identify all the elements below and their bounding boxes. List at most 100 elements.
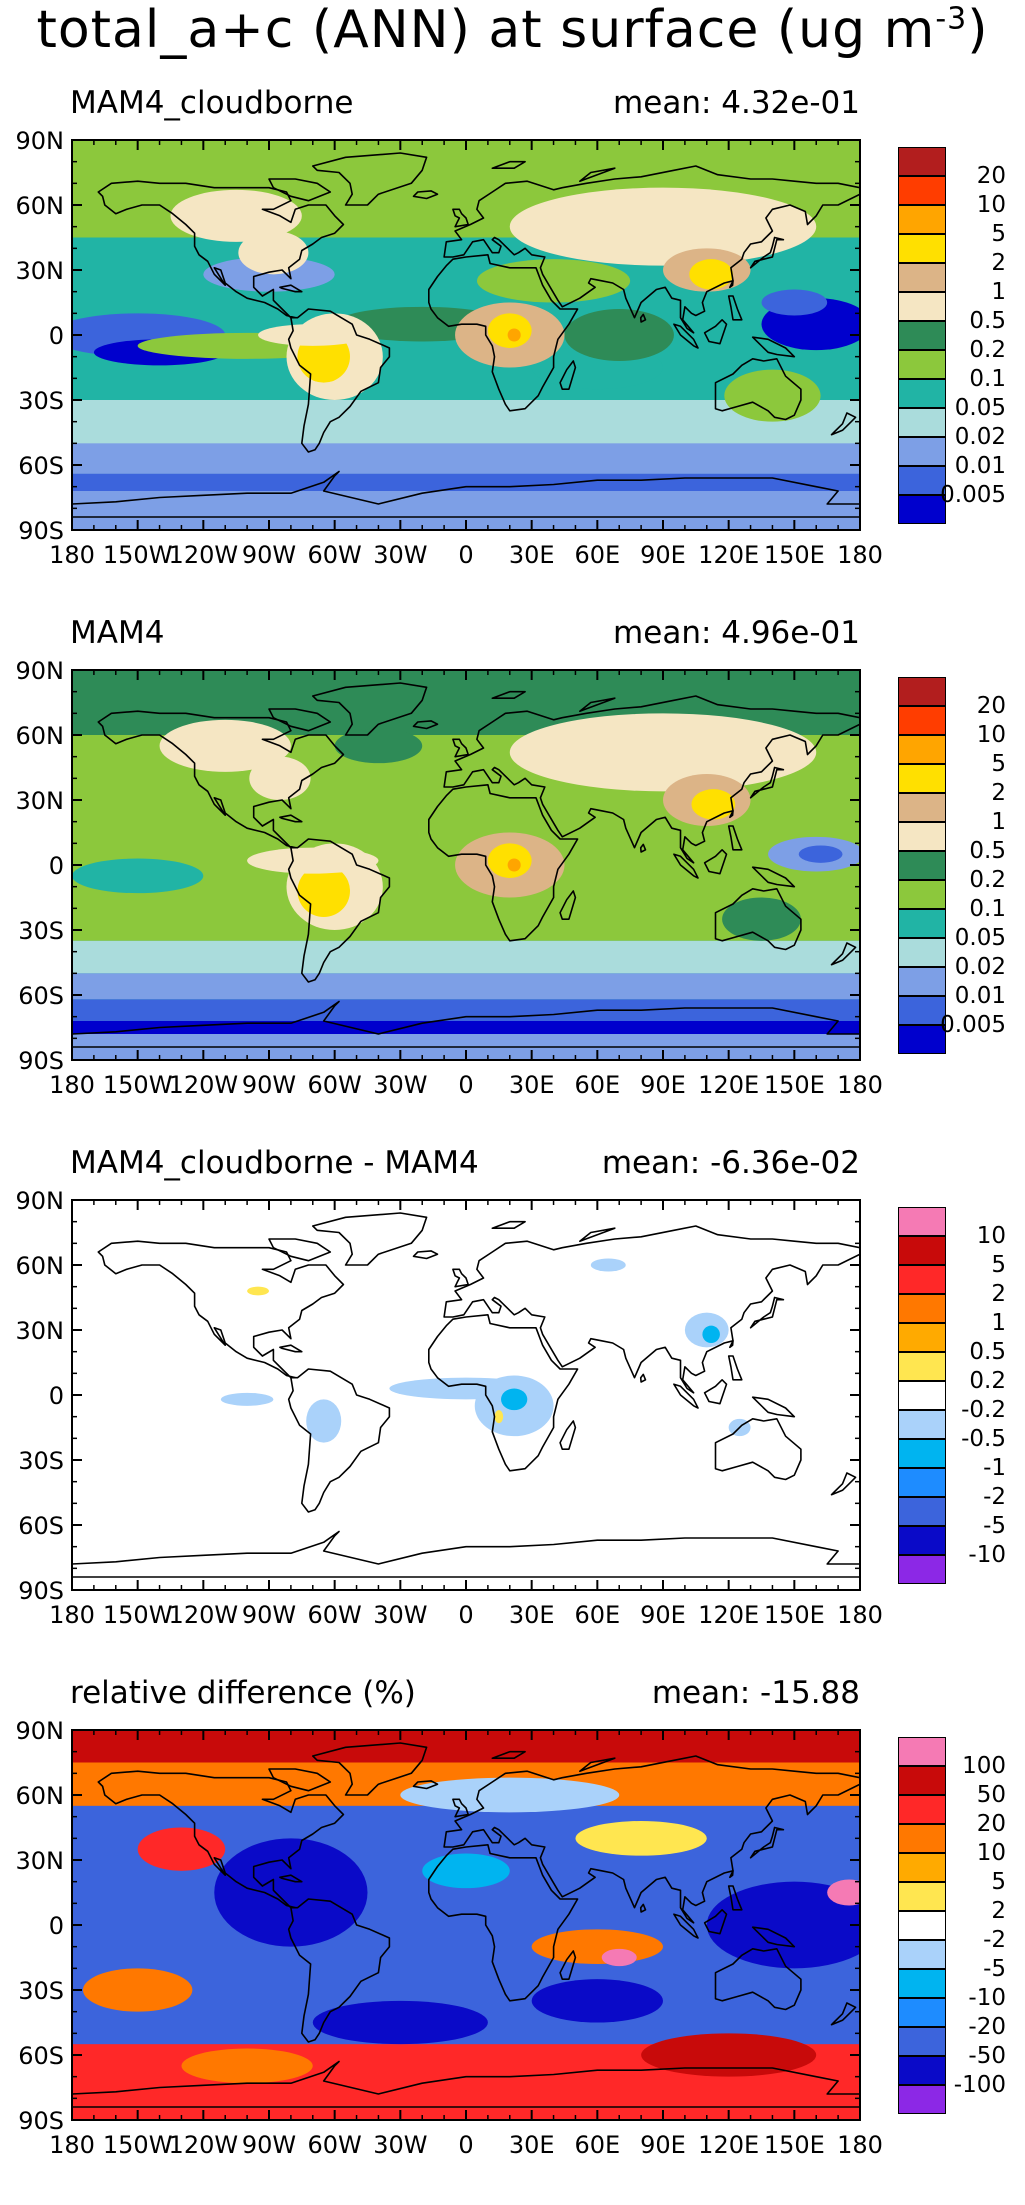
coastline-japan: [749, 236, 785, 269]
legend-color-box: [898, 437, 946, 466]
coastline-south-america: [287, 838, 391, 983]
lon-tick-label: 90E: [640, 541, 686, 569]
coastline-greenland: [311, 682, 428, 736]
coastline-antarctica: [72, 2060, 860, 2108]
lon-tick-label: 90W: [242, 1071, 296, 1099]
legend-color-box: [898, 1853, 946, 1882]
coastline-antarctica: [72, 1000, 860, 1048]
legend-label: 2: [991, 1898, 1006, 1924]
legend-color-box: [898, 1352, 946, 1381]
field-region: [531, 1979, 663, 2023]
legend-color-box: [898, 1555, 946, 1584]
legend-label: 10: [976, 1223, 1006, 1249]
legend-color-box: [898, 495, 946, 524]
lon-tick-label: 30E: [509, 2131, 555, 2159]
lon-tick-label: 60E: [574, 541, 620, 569]
lat-tick-label: 0: [49, 322, 64, 350]
legend-label: 0.005: [940, 482, 1006, 508]
coastline-baffin-island: [268, 1238, 332, 1262]
legend-label: 0.02: [954, 954, 1006, 980]
lon-tick-label: 120E: [698, 1601, 759, 1629]
coastline-sumatra: [673, 1913, 699, 1939]
lon-tick-label: 150W: [103, 1601, 173, 1629]
lat-tick-label: 90S: [18, 1577, 64, 1605]
legend-color-box: [898, 793, 946, 822]
legend-label: 0.05: [954, 395, 1006, 421]
legend-label: 0.5: [969, 838, 1006, 864]
coastline-philippines: [727, 295, 743, 321]
coastline-madagascar: [559, 1950, 577, 1981]
legend-label: 0.01: [954, 983, 1006, 1009]
lat-tick-label: 90S: [18, 517, 64, 545]
legend-label: 1: [991, 279, 1006, 305]
lat-tick-label: 0: [49, 1912, 64, 1940]
lat-tick-label: 30N: [16, 257, 65, 285]
legend-color-box: [898, 1381, 946, 1410]
coastline-australia: [714, 1417, 802, 1481]
coastline-iceland: [412, 190, 439, 200]
lat-tick-label: 60S: [18, 1512, 64, 1540]
lon-tick-label: 150W: [103, 541, 173, 569]
field-region: [466, 800, 729, 844]
coastline-layer: [72, 1742, 860, 2108]
field-region: [476, 259, 631, 303]
field-region: [761, 289, 828, 316]
title-exponent: -3: [935, 1, 968, 37]
lon-tick-label: 120W: [169, 2131, 239, 2159]
coastline-sumatra: [673, 853, 699, 879]
field-region: [422, 1853, 510, 1889]
coastline-madagascar: [559, 890, 577, 921]
legend-label: -20: [968, 2014, 1006, 2040]
legend-color-box: [898, 1882, 946, 1911]
lat-tick-label: 30S: [18, 917, 64, 945]
field-layer: [72, 1200, 860, 1590]
lat-tick-label: 60S: [18, 2042, 64, 2070]
coastline-madagascar: [559, 1420, 577, 1451]
coastline-north-america: [97, 1240, 345, 1379]
legend-color-box: [898, 851, 946, 880]
lon-tick-label: 60W: [308, 1071, 362, 1099]
lon-tick-label: 150E: [764, 2131, 825, 2159]
coastline-svalbard: [491, 1220, 526, 1229]
field-region: [203, 257, 335, 292]
lon-tick-label: 0: [458, 2131, 473, 2159]
field-layer: [72, 140, 860, 530]
legend-label: 0.05: [954, 925, 1006, 951]
coastline-new-guinea: [751, 336, 796, 358]
coastline-new-zealand: [830, 1472, 857, 1496]
coastline-eurasia: [443, 695, 860, 864]
coastline-philippines: [727, 1355, 743, 1381]
lat-tick-label: 30S: [18, 387, 64, 415]
lon-tick-label: 150W: [103, 2131, 173, 2159]
legend-color-box: [898, 735, 946, 764]
legend-color-box: [898, 1998, 946, 2027]
coastline-eurasia: [443, 1225, 860, 1394]
coastline-north-america: [97, 180, 345, 319]
field-layer: [72, 670, 860, 1060]
legend-color-box: [898, 1940, 946, 1969]
lon-tick-label: 120W: [169, 541, 239, 569]
field-region: [312, 2000, 488, 2045]
lat-tick-label: 60N: [16, 1782, 65, 1810]
legend-color-box: [898, 1323, 946, 1352]
legend-label: -1: [983, 1455, 1006, 1481]
lon-tick-label: 60W: [308, 1601, 362, 1629]
coastline-new-guinea: [751, 866, 796, 888]
coastline-sri-lanka: [639, 313, 647, 323]
lon-tick-label: 0: [458, 1071, 473, 1099]
field-region: [249, 756, 311, 800]
lon-tick-label: 180: [49, 1601, 95, 1629]
legend-label: -0.2: [961, 1397, 1006, 1423]
coastline-novaya-zemlya: [578, 1757, 616, 1772]
coastline-africa: [427, 784, 579, 942]
legend-color-box: [898, 2085, 946, 2114]
legend-color-box: [898, 205, 946, 234]
field-region: [501, 1388, 528, 1411]
legend-color-box: [898, 466, 946, 495]
coastline-taiwan: [728, 1340, 734, 1349]
legend-label: 1: [991, 809, 1006, 835]
lon-tick-label: 30E: [509, 1601, 555, 1629]
field-band: [72, 473, 860, 491]
lon-tick-label: 90W: [242, 2131, 296, 2159]
